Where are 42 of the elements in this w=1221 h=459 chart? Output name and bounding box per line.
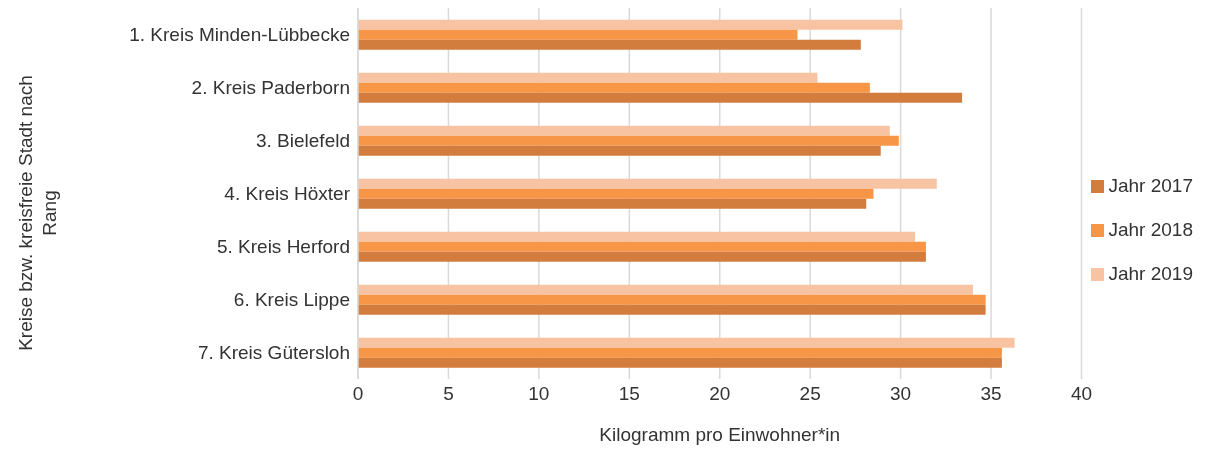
bar <box>358 337 1015 348</box>
bar <box>358 347 1002 358</box>
bar <box>358 284 973 295</box>
legend-label: Jahr 2017 <box>1108 174 1193 196</box>
bar <box>358 145 881 156</box>
bar <box>358 188 874 199</box>
y-tick-label: 1. Kreis Minden-Lübbecke <box>129 24 350 46</box>
bar <box>358 231 916 242</box>
bar <box>358 19 903 30</box>
bar <box>358 198 867 209</box>
x-tick-label: 25 <box>799 383 821 405</box>
y-axis-title: Kreise bzw. kreisfreie Stadt nach Rang <box>14 74 61 353</box>
bar <box>358 357 1002 368</box>
y-tick-label: 3. Bielefeld <box>255 130 350 152</box>
y-tick-label: 7. Kreis Gütersloh <box>197 342 350 364</box>
bar <box>358 92 963 103</box>
legend-label: Jahr 2018 <box>1108 218 1193 240</box>
x-tick-label: 0 <box>352 383 364 405</box>
bar <box>358 135 899 146</box>
x-tick-label: 15 <box>618 383 640 405</box>
bar <box>358 82 870 93</box>
y-tick-label: 6. Kreis Lippe <box>233 289 350 311</box>
x-tick-label: 5 <box>443 383 454 405</box>
x-tick-label: 20 <box>709 383 731 405</box>
bar <box>358 294 986 305</box>
x-tick-label: 35 <box>980 383 1002 405</box>
bar <box>358 39 861 50</box>
y-tick-label: 4. Kreis Höxter <box>224 183 351 205</box>
bar <box>358 178 937 189</box>
x-axis-title: Kilogramm pro Einwohner*in <box>599 424 841 445</box>
bar <box>358 251 926 262</box>
bar <box>358 29 798 40</box>
x-tick-label: 40 <box>1070 383 1093 405</box>
x-tick-label: 30 <box>890 383 912 405</box>
bar <box>358 125 890 136</box>
y-tick-label: 2. Kreis Paderborn <box>191 77 350 99</box>
bar <box>358 72 818 83</box>
bar <box>358 241 926 252</box>
legend-label: Jahr 2019 <box>1108 262 1193 284</box>
bar <box>358 304 986 315</box>
y-tick-label: 5. Kreis Herford <box>216 236 350 258</box>
x-tick-label: 10 <box>528 383 550 405</box>
